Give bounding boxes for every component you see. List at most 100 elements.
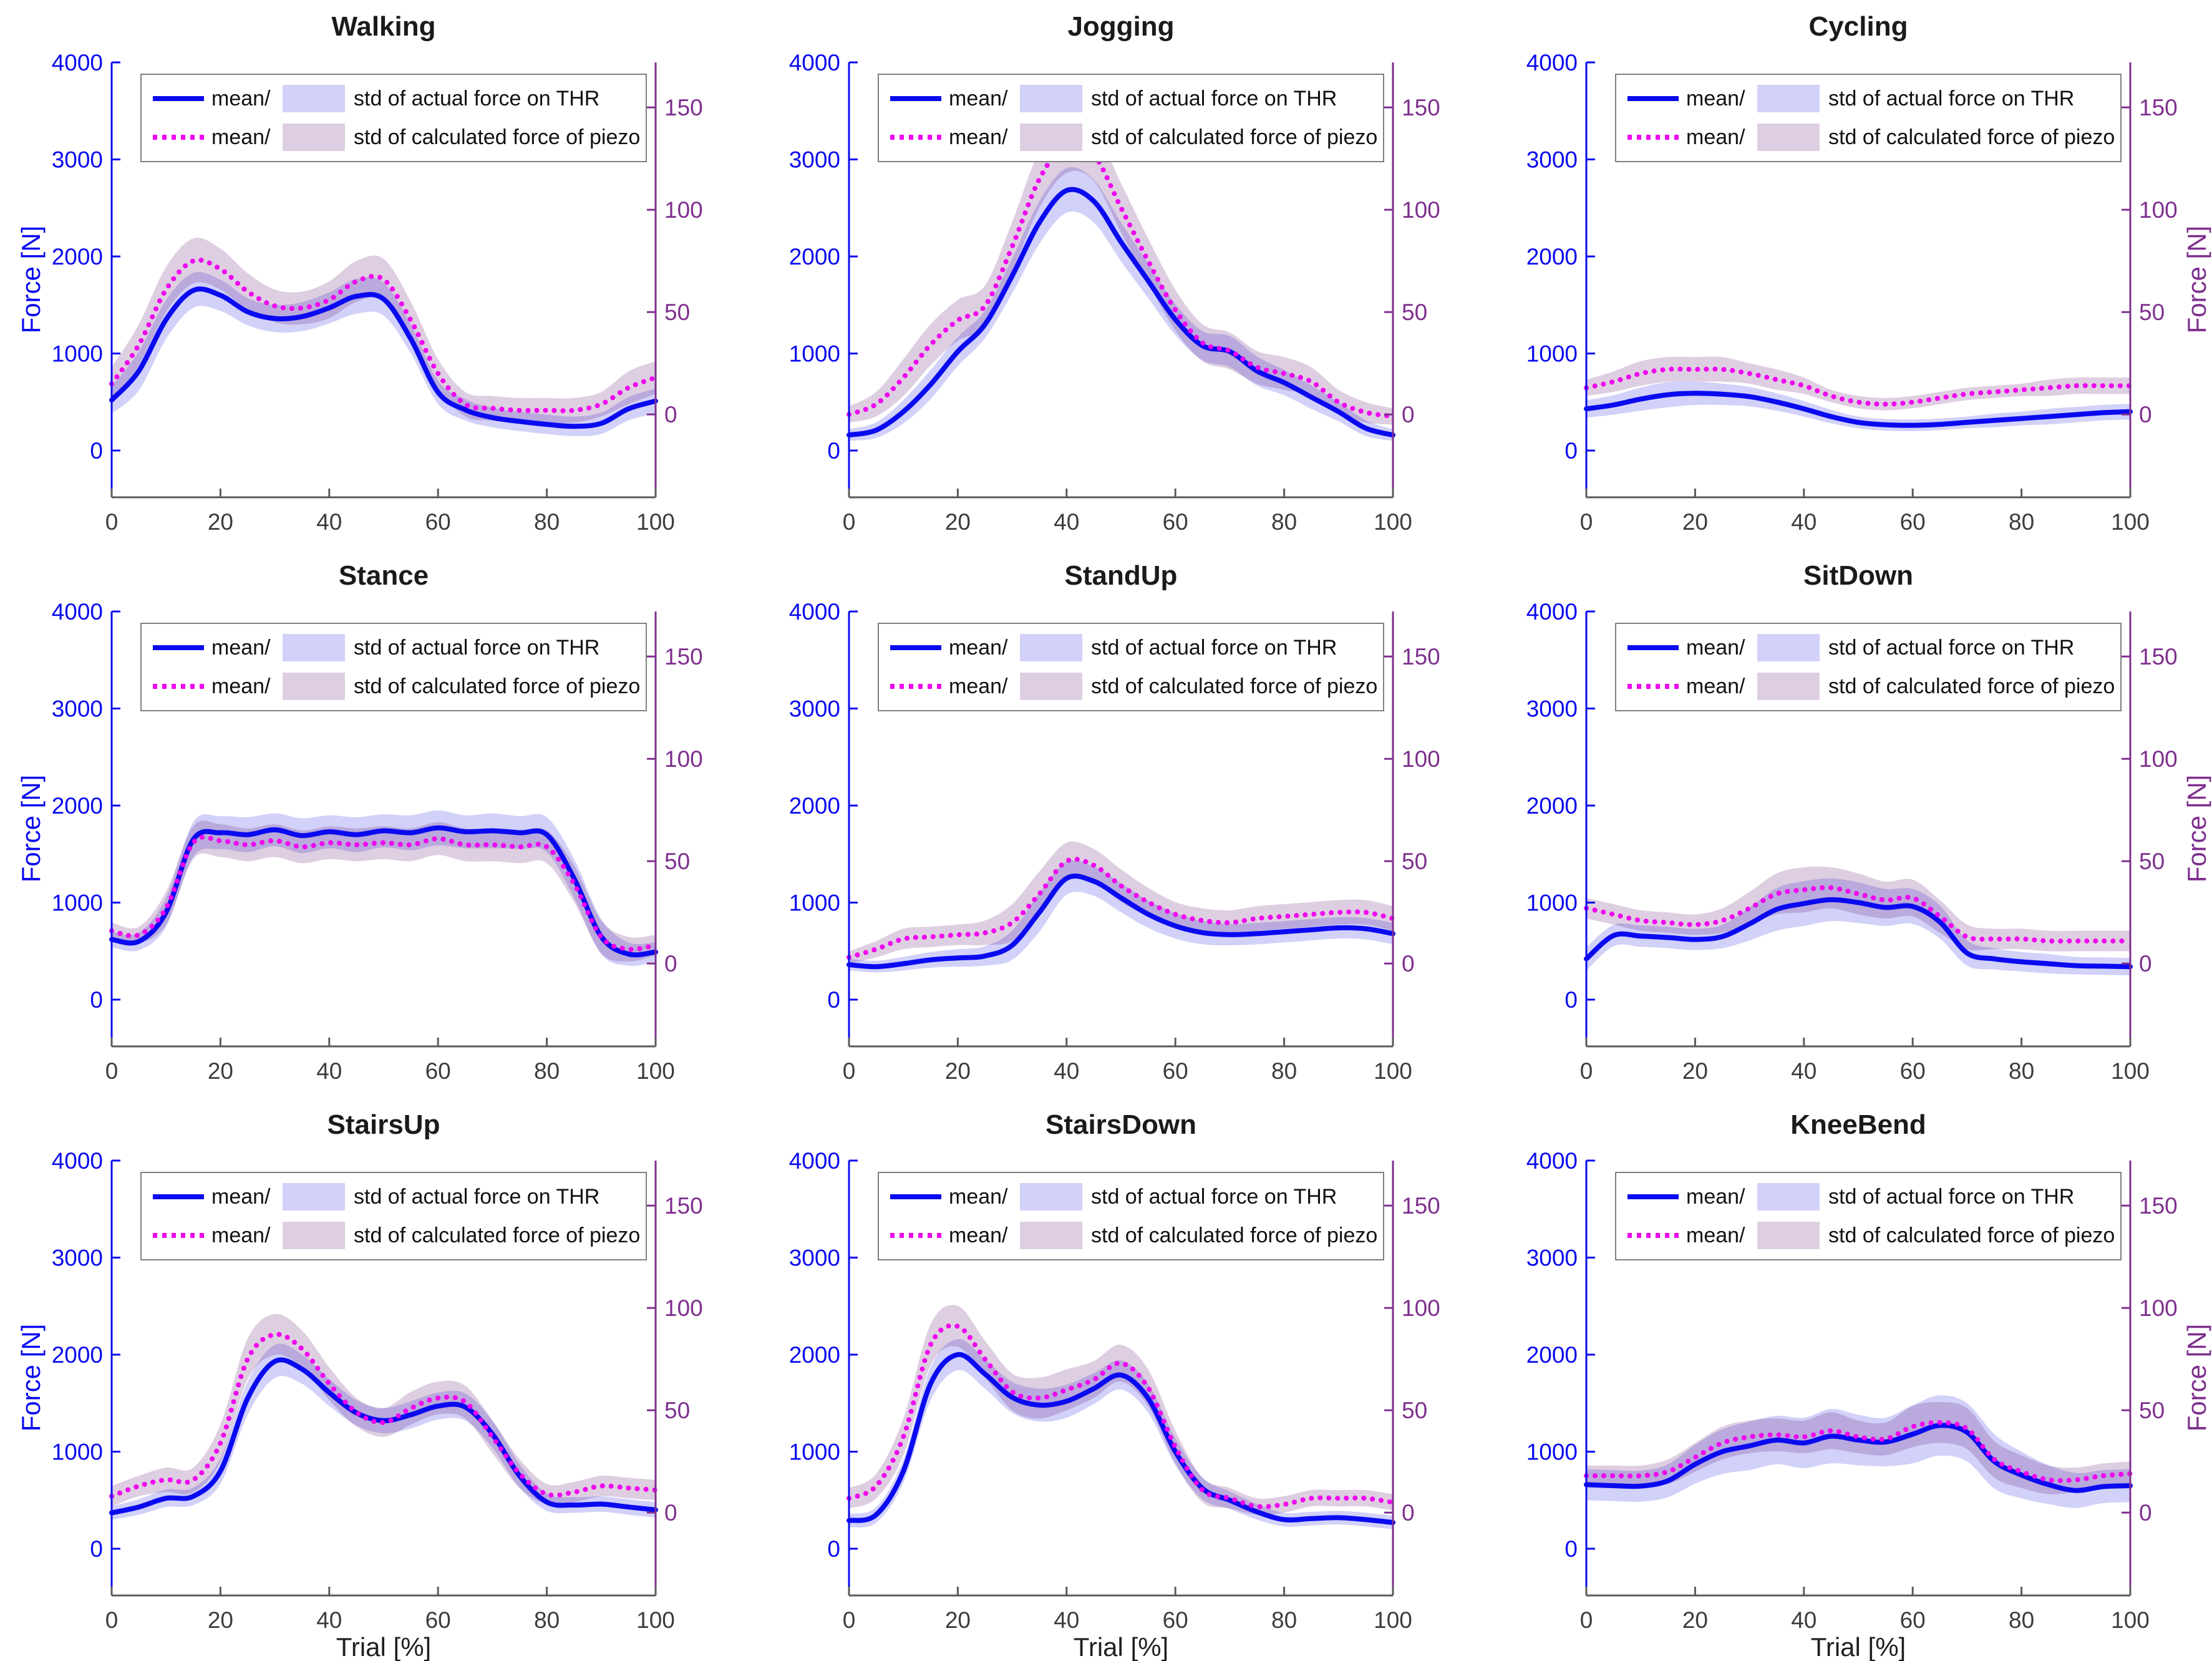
chart-cell-sitdown: 0 1000 2000 3000 4000 0 50 100 150 0 20 40 60 80 100 S… [1475, 549, 2212, 1098]
legend-mean-label: mean/ [211, 86, 271, 110]
legend-mean-label: mean/ [949, 125, 1008, 149]
chart-cell-standup: 0 1000 2000 3000 4000 0 50 100 150 0 20 40 60 80 100 S… [737, 549, 1475, 1098]
chart-title: StandUp [1064, 560, 1178, 591]
left-tick-label: 4000 [52, 50, 103, 76]
legend-entry-piezo: mean/std of calculated force of piezo [890, 124, 1383, 151]
legend-mean-label: mean/ [211, 674, 271, 698]
standup-plot-canvas: 0 1000 2000 3000 4000 0 50 100 150 0 20 40 60 80 100 [789, 599, 1440, 1084]
thr-line-swatch [1627, 96, 1679, 101]
piezo-line-swatch [890, 1233, 941, 1238]
x-tick-label: 40 [1791, 1607, 1817, 1633]
right-tick-label: 50 [664, 1398, 690, 1423]
right-axis-label: Force [N] [2182, 1323, 2211, 1432]
right-tick-label: 100 [2139, 1295, 2178, 1321]
piezo-std-patch-swatch [283, 673, 345, 700]
legend-std-label: std of calculated force of piezo [1828, 125, 2115, 149]
right-tick-label: 150 [1402, 1193, 1440, 1219]
x-tick-label: 100 [1374, 1607, 1412, 1633]
legend-box: mean/std of actual force on THR mean/std… [140, 1172, 647, 1260]
piezo-line-swatch [153, 135, 204, 140]
piezo-line-swatch [1627, 1233, 1679, 1238]
piezo-mean-line [846, 857, 1395, 960]
right-tick-label: 0 [664, 1500, 677, 1526]
legend-entry-thr: mean/std of actual force on THR [153, 85, 646, 112]
piezo-line-swatch [890, 684, 941, 689]
left-tick-label: 1000 [1526, 1439, 1578, 1465]
piezo-std-patch-swatch [1020, 673, 1082, 700]
right-tick-label: 150 [2139, 95, 2178, 120]
thr-line-swatch [1627, 1194, 1679, 1199]
legend-entry-thr: mean/std of actual force on THR [153, 1183, 646, 1210]
piezo-mean-line [846, 1323, 1395, 1509]
legend-mean-label: mean/ [949, 1223, 1008, 1247]
thr-mean-line [109, 286, 658, 429]
left-tick-label: 4000 [1526, 50, 1578, 76]
x-tick-label: 0 [1580, 509, 1593, 535]
chart-title: Walking [331, 11, 436, 42]
left-tick-label: 2000 [789, 793, 840, 819]
right-tick-label: 50 [1402, 300, 1427, 325]
right-tick-label: 150 [1402, 95, 1440, 120]
legend-box: mean/std of actual force on THR mean/std… [140, 623, 647, 711]
legend-mean-label: mean/ [211, 1223, 271, 1247]
chart-title: StairsDown [1045, 1109, 1197, 1140]
x-tick-label: 60 [1163, 509, 1188, 535]
x-tick-label: 20 [1682, 1058, 1708, 1084]
legend-std-label: std of calculated force of piezo [354, 125, 641, 149]
legend-entry-piezo: mean/std of calculated force of piezo [890, 1222, 1383, 1249]
piezo-mean-line [109, 1332, 658, 1499]
legend-box: mean/std of actual force on THR mean/std… [1615, 623, 2122, 711]
piezo-std-band [849, 1305, 1393, 1515]
left-tick-label: 0 [827, 987, 840, 1013]
legend-entry-thr: mean/std of actual force on THR [1627, 1183, 2120, 1210]
left-axis-label: Force [N] [16, 225, 46, 334]
x-tick-label: 20 [208, 1058, 233, 1084]
x-tick-label: 40 [1054, 1058, 1079, 1084]
x-tick-label: 80 [1271, 1058, 1297, 1084]
right-tick-label: 100 [1402, 1295, 1440, 1321]
left-tick-label: 1000 [789, 890, 840, 916]
chart-cell-stairsdown: 0 1000 2000 3000 4000 0 50 100 150 0 20 40 60 80 100 S… [737, 1098, 1475, 1661]
legend-mean-label: mean/ [1686, 674, 1745, 698]
left-tick-label: 2000 [1526, 244, 1578, 270]
legend-std-label: std of actual force on THR [1091, 86, 1337, 110]
right-tick-label: 50 [2139, 849, 2165, 874]
left-tick-label: 2000 [52, 244, 103, 270]
x-tick-label: 100 [2111, 1607, 2150, 1633]
legend-std-label: std of actual force on THR [354, 86, 600, 110]
thr-std-patch-swatch [1020, 1183, 1082, 1210]
x-tick-label: 40 [1054, 1607, 1079, 1633]
left-tick-label: 0 [90, 987, 103, 1013]
x-tick-label: 80 [534, 509, 560, 535]
right-tick-label: 0 [1402, 1500, 1415, 1526]
legend-entry-thr: mean/std of actual force on THR [1627, 85, 2120, 112]
chart-title: Cycling [1808, 11, 1908, 42]
x-tick-label: 100 [636, 509, 675, 535]
x-tick-label: 80 [2009, 1058, 2034, 1084]
legend-std-label: std of calculated force of piezo [1091, 1223, 1378, 1247]
legend-mean-label: mean/ [211, 125, 271, 149]
legend-entry-thr: mean/std of actual force on THR [1627, 634, 2120, 661]
chart-cell-stairsup: 0 1000 2000 3000 4000 0 50 100 150 0 20 40 60 80 100 S… [0, 1098, 737, 1661]
legend-entry-thr: mean/std of actual force on THR [153, 634, 646, 661]
x-tick-label: 60 [1900, 509, 1926, 535]
piezo-std-band [849, 114, 1393, 425]
x-tick-label: 0 [105, 509, 119, 535]
left-tick-label: 2000 [52, 793, 103, 819]
piezo-std-patch-swatch [1757, 124, 1820, 151]
x-tick-label: 80 [2009, 509, 2034, 535]
legend-std-label: std of calculated force of piezo [354, 674, 641, 698]
legend-mean-label: mean/ [211, 635, 271, 660]
legend-entry-thr: mean/std of actual force on THR [890, 85, 1383, 112]
right-tick-label: 150 [664, 95, 703, 120]
left-tick-label: 2000 [1526, 1342, 1578, 1368]
legend-mean-label: mean/ [211, 1184, 271, 1209]
thr-line-swatch [890, 96, 941, 101]
left-tick-label: 0 [90, 1536, 103, 1562]
walking-plot-canvas: 0 1000 2000 3000 4000 0 50 100 150 0 20 40 60 80 100 [52, 50, 703, 535]
right-tick-label: 150 [2139, 1193, 2178, 1219]
legend-entry-thr: mean/std of actual force on THR [890, 1183, 1383, 1210]
legend-box: mean/std of actual force on THR mean/std… [878, 623, 1384, 711]
x-axis-label: Trial [%] [1810, 1632, 1906, 1661]
thr-std-band [112, 810, 656, 966]
